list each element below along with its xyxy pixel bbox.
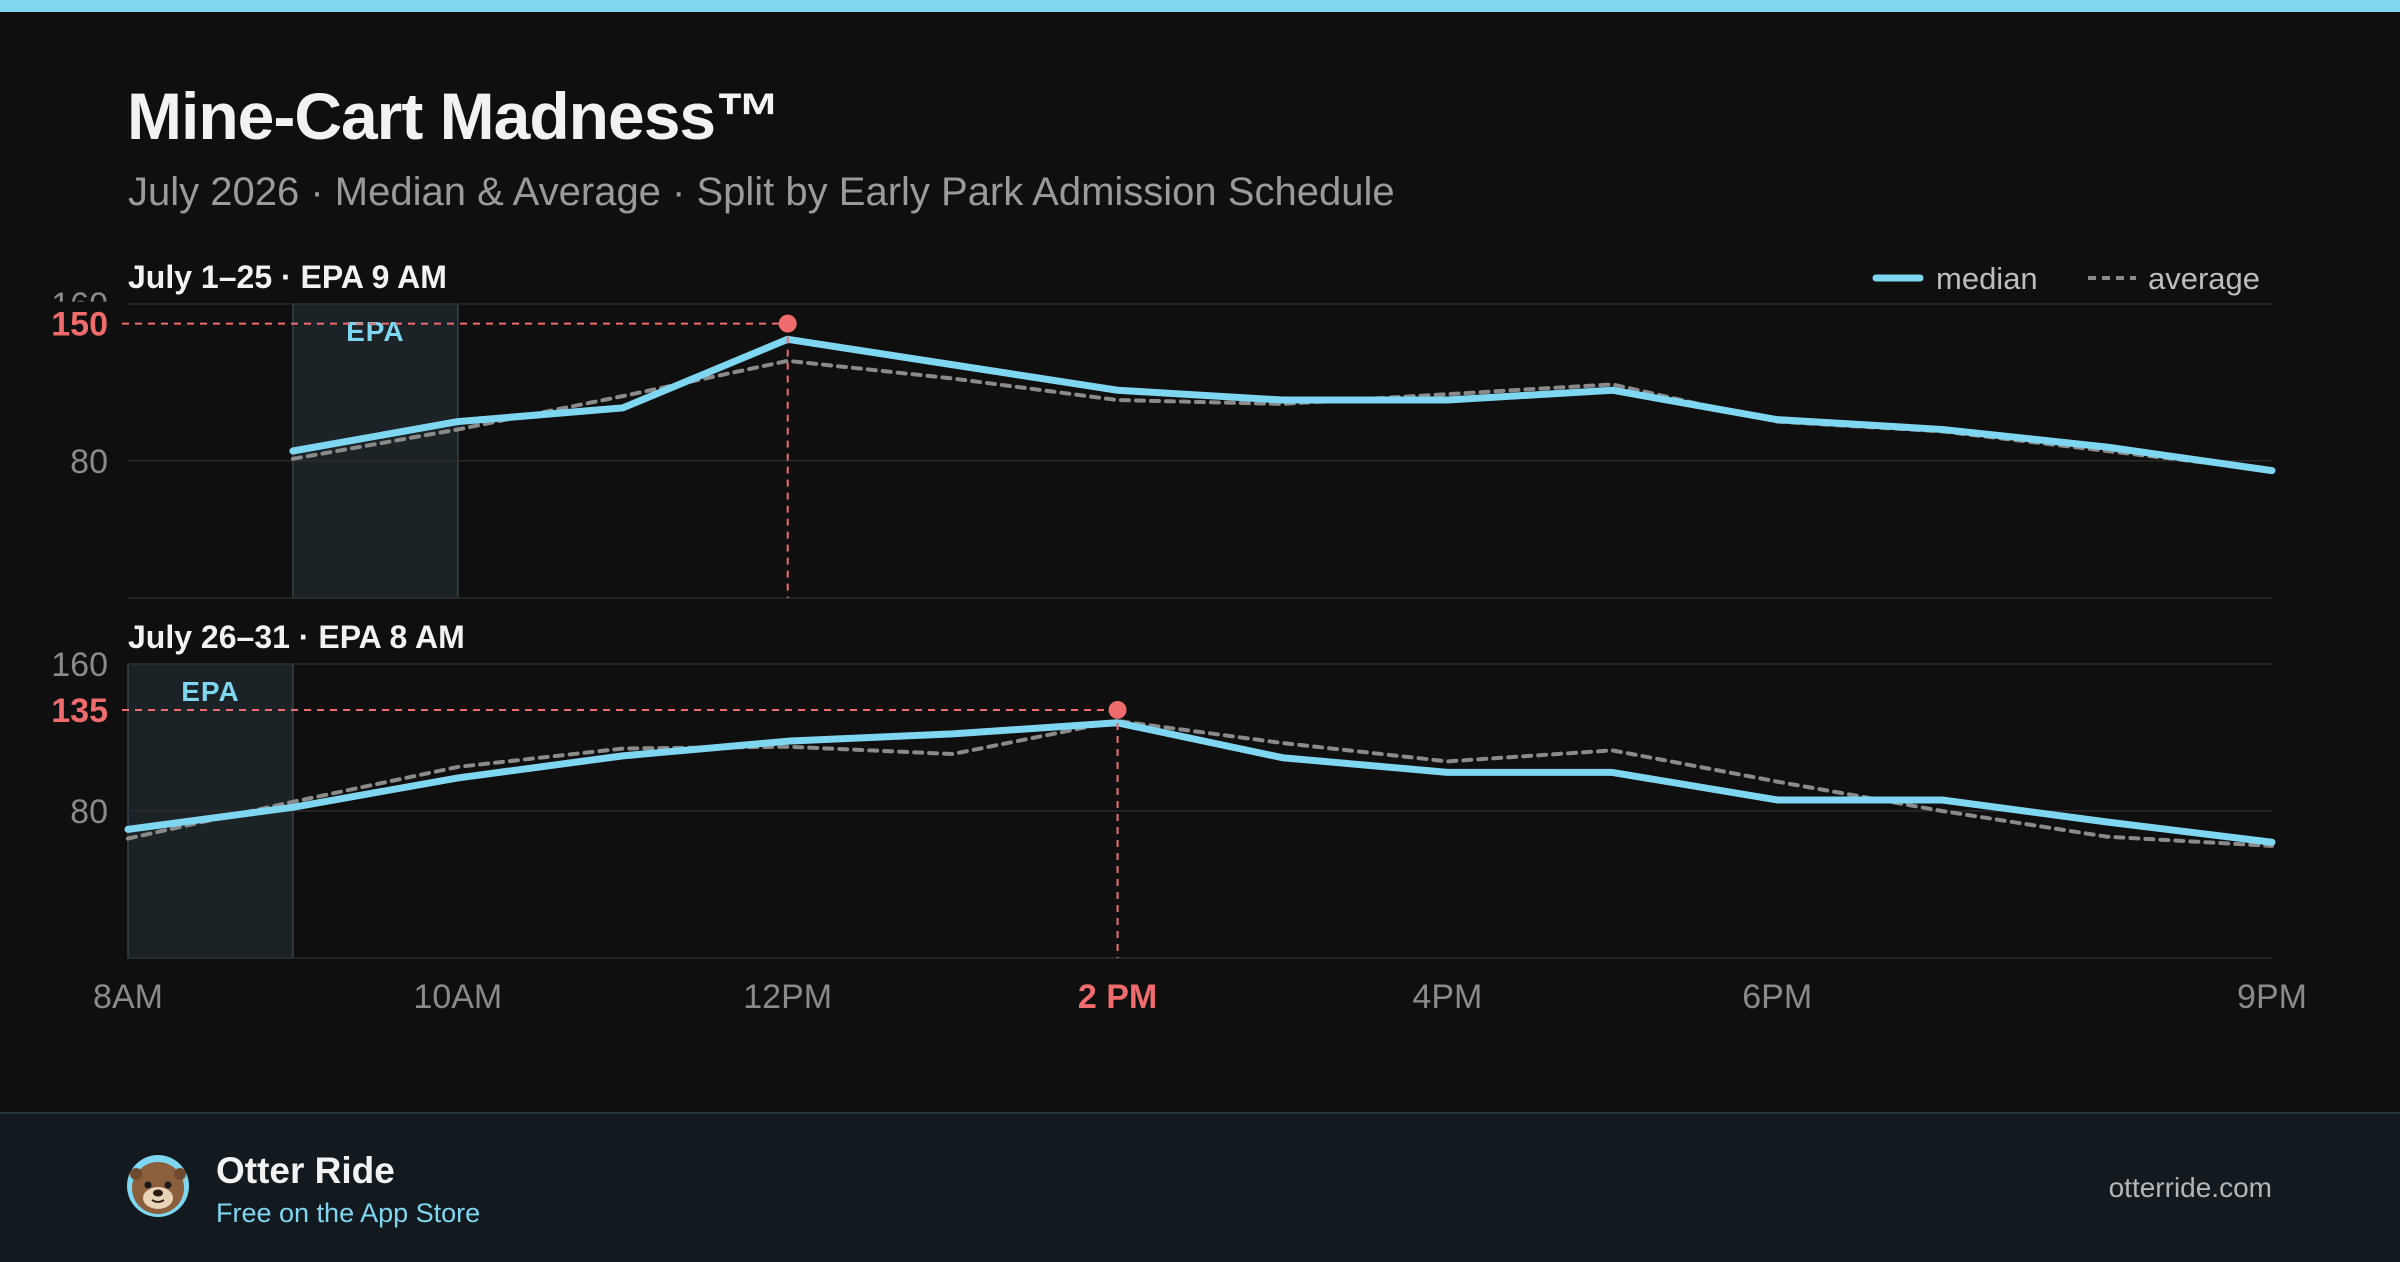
panel2-peak-label: 135	[51, 692, 108, 730]
panel1-ytick-80: 80	[70, 443, 108, 481]
panel2-title: July 26–31 · EPA 8 AM	[128, 619, 465, 655]
wait-time-chart: median average EPA 80 160 July 1–25 · EPA 9 A…	[40, 259, 2307, 1016]
xtick-12pm: 12PM	[743, 978, 832, 1016]
xtick-4pm: 4PM	[1412, 978, 1482, 1016]
top-accent-bar	[0, 0, 2400, 12]
website-link[interactable]: otterride.com	[2108, 1172, 2272, 1203]
panel1-peak-label-bg	[40, 301, 112, 346]
panel1-series-average	[290, 358, 2274, 473]
panel2-peak-point	[1108, 700, 1127, 719]
xtick-2pm: 2 PM	[1078, 978, 1157, 1016]
legend-average-label: average	[2148, 261, 2260, 296]
chart-subtitle: July 2026 · Median & Average · Split by …	[128, 170, 1395, 214]
app-store-link[interactable]: Free on the App Store	[216, 1198, 481, 1228]
footer: Otter Ride Free on the App Store otterri…	[0, 1112, 2400, 1262]
panel2-ytick-160: 160	[51, 646, 108, 684]
panel2-peak-label-bg	[40, 687, 112, 732]
otter-face-icon	[127, 1155, 189, 1217]
xtick-8am: 8AM	[93, 978, 163, 1016]
panel1-peak-label: 150	[51, 306, 108, 344]
legend-median-label: median	[1936, 261, 2038, 296]
panel2-epa-label: EPA	[181, 676, 240, 707]
brand-name: Otter Ride	[216, 1150, 395, 1191]
panel2-ytick-80: 80	[70, 793, 108, 831]
panel1-epa-window	[292, 303, 459, 599]
panel1-title: July 1–25 · EPA 9 AM	[128, 259, 447, 295]
panel1-series-median	[289, 335, 2276, 475]
xtick-9pm: 9PM	[2237, 978, 2307, 1016]
panel1-peak-point	[778, 314, 797, 333]
chart-title: Mine-Cart Madness™	[127, 79, 781, 153]
panel2-series-average	[126, 718, 2274, 848]
panel2-series-median	[124, 719, 2276, 846]
xtick-10am: 10AM	[413, 978, 502, 1016]
panel1-epa-label: EPA	[346, 316, 405, 347]
xtick-6pm: 6PM	[1742, 978, 1812, 1016]
